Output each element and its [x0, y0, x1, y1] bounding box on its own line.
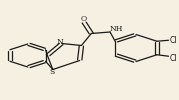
Text: O: O: [81, 15, 87, 23]
Text: Cl: Cl: [169, 54, 177, 63]
Text: Cl: Cl: [169, 36, 177, 45]
Text: NH: NH: [109, 25, 123, 33]
Text: N: N: [57, 38, 63, 46]
Text: S: S: [49, 68, 55, 76]
